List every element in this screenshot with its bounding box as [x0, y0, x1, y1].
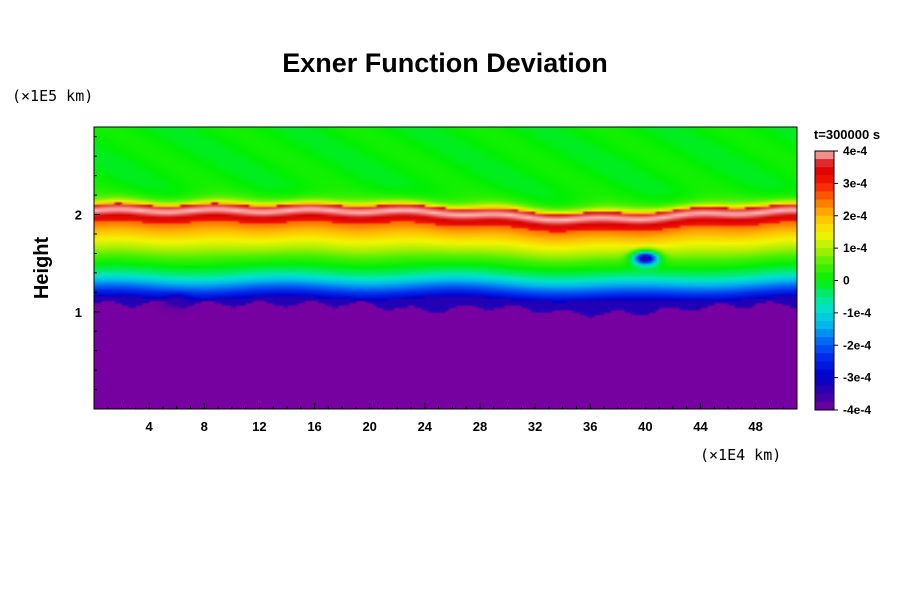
colorbar-swatch — [815, 280, 834, 290]
colorbar-swatch — [815, 361, 834, 371]
colorbar-swatch — [815, 199, 834, 209]
colorbar-swatch — [815, 377, 834, 387]
x-tick-label: 20 — [362, 419, 376, 434]
x-tick-label: 32 — [528, 419, 542, 434]
colorbar-swatch — [815, 337, 834, 346]
colorbar-swatch — [815, 393, 834, 403]
colorbar-swatch — [815, 353, 834, 362]
heatmap-plot-area — [93, 126, 798, 410]
x-tick-label: 24 — [418, 419, 433, 434]
y-tick-label: 2 — [75, 208, 82, 223]
colorbar-swatch — [815, 369, 834, 379]
colorbar-swatch — [815, 223, 834, 233]
colorbar-tick-label: 1e-4 — [843, 241, 867, 255]
colorbar-swatch — [815, 312, 834, 322]
chart-title: Exner Function Deviation — [282, 48, 608, 78]
colorbar-swatch — [815, 320, 834, 330]
colorbar-tick-label: -3e-4 — [843, 371, 871, 385]
colorbar-tick-label: 2e-4 — [843, 209, 867, 223]
colorbar-tick-label: 0 — [843, 274, 850, 288]
x-tick-label: 8 — [201, 419, 208, 434]
colorbar-swatch — [815, 183, 834, 192]
colorbar-swatch — [815, 167, 834, 176]
colorbar-swatch — [815, 240, 834, 249]
colorbar-swatch — [815, 288, 834, 298]
colorbar-swatch — [815, 296, 834, 306]
colorbar-tick-label: 3e-4 — [843, 176, 867, 190]
y-axis: 12 — [75, 136, 100, 391]
x-tick-label: 16 — [307, 419, 321, 434]
colorbar-tick-label: 4e-4 — [843, 144, 867, 158]
colorbar-swatch — [815, 329, 834, 338]
colorbar: 4e-4 3e-4 2e-4 1e-4 0 -1e-4 -2e-4 -3e-4 -4e-4 — [814, 144, 871, 417]
x-tick-label: 12 — [252, 419, 266, 434]
colorbar-title: t=300000 s — [814, 127, 880, 142]
colorbar-swatch — [815, 256, 834, 265]
plot-frame — [93, 126, 798, 410]
colorbar-swatch — [815, 159, 834, 168]
x-tick-label: 48 — [748, 419, 762, 434]
x-unit-label: (×1E4 km) — [700, 446, 781, 464]
colorbar-tick-label: -2e-4 — [843, 338, 871, 352]
x-axis: 4 8 12 16 20 24 28 32 36 40 44 48 — [107, 403, 784, 434]
colorbar-swatch — [815, 231, 834, 241]
colorbar-tick-label: -4e-4 — [843, 403, 871, 417]
colorbar-swatch — [815, 207, 834, 217]
colorbar-swatch — [815, 345, 834, 354]
colorbar-swatch — [815, 151, 834, 160]
colorbar-swatch — [815, 264, 834, 273]
colorbar-swatch — [815, 175, 834, 184]
colorbar-swatch — [815, 385, 834, 395]
x-tick-label: 28 — [473, 419, 487, 434]
colorbar-swatch — [815, 304, 834, 314]
x-tick-label: 40 — [638, 419, 652, 434]
y-tick-label: 1 — [75, 305, 82, 320]
x-tick-label: 44 — [693, 419, 708, 434]
colorbar-swatch — [815, 272, 834, 281]
y-unit-label: (×1E5 km) — [12, 87, 93, 105]
colorbar-swatch — [815, 248, 834, 257]
colorbar-swatch — [815, 191, 834, 201]
x-tick-label: 36 — [583, 419, 597, 434]
heatmap-field — [94, 127, 797, 409]
x-tick-label: 4 — [146, 419, 154, 434]
colorbar-tick-label: -1e-4 — [843, 306, 871, 320]
colorbar-swatch — [815, 401, 834, 411]
colorbar-swatch — [815, 215, 834, 225]
y-axis-label: Height — [31, 237, 53, 300]
